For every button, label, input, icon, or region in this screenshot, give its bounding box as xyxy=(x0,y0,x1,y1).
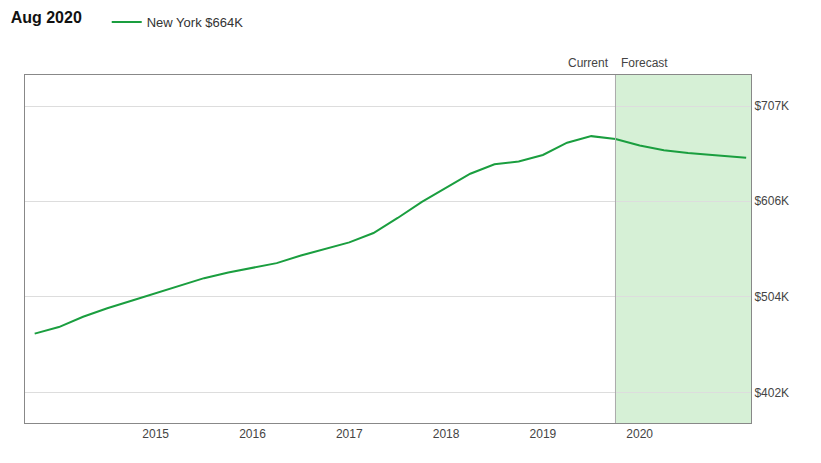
svg-text:2020: 2020 xyxy=(626,427,653,441)
svg-text:2019: 2019 xyxy=(530,427,557,441)
svg-text:Current: Current xyxy=(568,56,609,70)
svg-text:$707K: $707K xyxy=(754,99,789,113)
svg-text:2016: 2016 xyxy=(239,427,266,441)
svg-text:$606K: $606K xyxy=(754,194,789,208)
svg-text:2017: 2017 xyxy=(336,427,363,441)
svg-text:New York $664K: New York $664K xyxy=(147,15,243,30)
svg-text:Aug 2020: Aug 2020 xyxy=(11,9,82,26)
svg-text:$402K: $402K xyxy=(754,386,789,400)
svg-text:2018: 2018 xyxy=(433,427,460,441)
svg-text:$504K: $504K xyxy=(754,290,789,304)
svg-text:Forecast: Forecast xyxy=(621,56,668,70)
svg-text:2015: 2015 xyxy=(142,427,169,441)
